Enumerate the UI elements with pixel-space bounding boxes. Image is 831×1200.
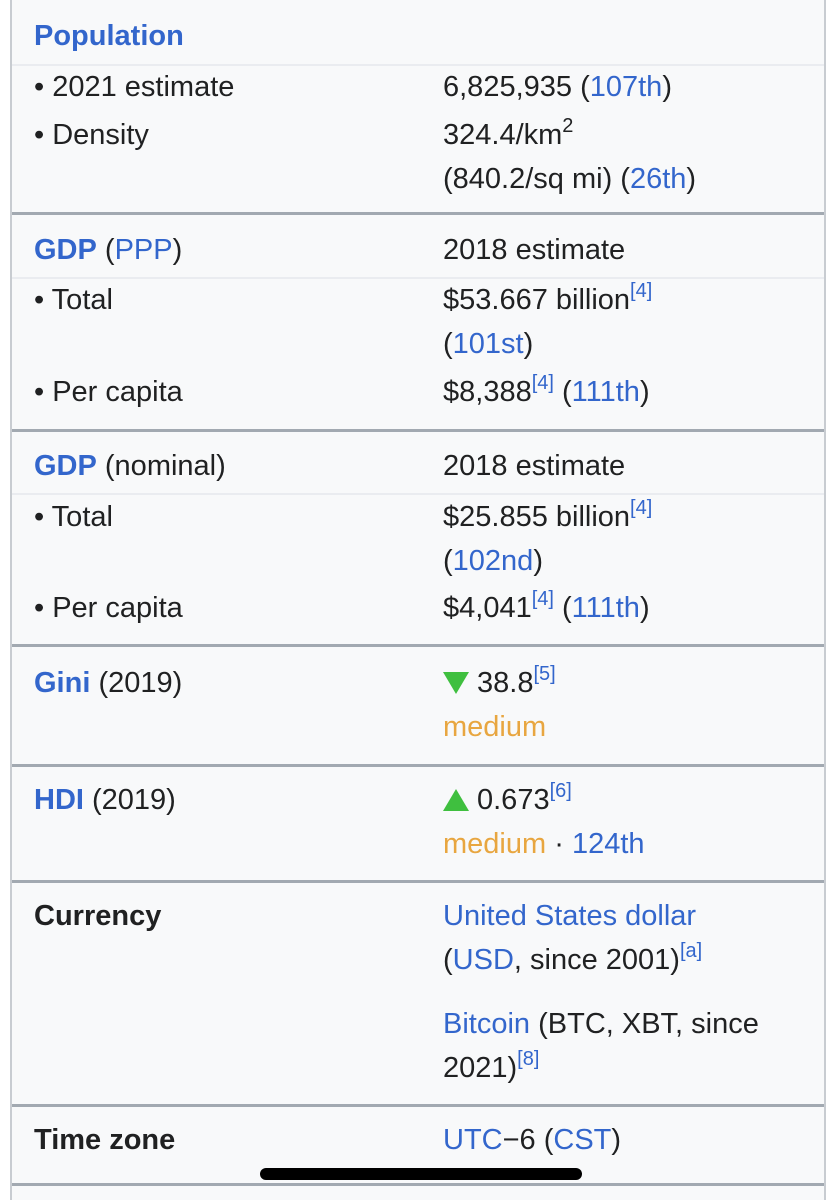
link[interactable]: 111th: [571, 376, 640, 408]
text: ): [172, 234, 183, 266]
divider: [12, 764, 824, 767]
link[interactable]: Bitcoin: [443, 1008, 531, 1040]
text: ): [523, 328, 534, 360]
divider: [12, 1104, 824, 1107]
section-title: GDP (PPP): [34, 228, 182, 272]
link[interactable]: 26th: [629, 163, 687, 195]
rating: medium: [443, 828, 547, 860]
text: 38.8: [477, 667, 534, 699]
link[interactable]: 102nd: [452, 545, 534, 577]
row-value: UTC−6 (CST): [443, 1118, 813, 1162]
row-label: Time zone: [34, 1124, 176, 1156]
text: ): [639, 376, 650, 408]
link[interactable]: UTC: [443, 1124, 503, 1156]
divider: [12, 1183, 824, 1186]
row-label: • Total: [34, 501, 113, 533]
text: 6,825,935 (: [443, 71, 590, 103]
text: ): [686, 163, 697, 195]
text: 324.4/km: [443, 119, 563, 151]
text: ): [639, 592, 650, 624]
infobox: Population • 2021 estimate 6,825,935 (10…: [10, 0, 826, 1200]
text: ): [662, 71, 672, 103]
text: (: [443, 545, 453, 577]
text: $4,041: [443, 592, 532, 624]
reference[interactable]: [8]: [517, 1048, 540, 1070]
link[interactable]: USD: [452, 944, 514, 976]
decrease-icon: [443, 672, 469, 694]
row-label: Gini (2019): [34, 661, 182, 705]
text: (BTC, XBT, since 2021): [443, 1008, 759, 1084]
reference[interactable]: [5]: [533, 663, 556, 685]
reference[interactable]: [a]: [679, 940, 703, 962]
text: (840.2/sq mi) (: [443, 163, 630, 195]
divider: [12, 277, 824, 279]
row-value: $53.667 billion[4] (101st): [443, 278, 813, 366]
home-indicator[interactable]: [260, 1168, 582, 1180]
row-value: $4,041[4] (111th): [443, 586, 813, 630]
row-label: • Per capita: [34, 376, 183, 408]
row-value: $25.855 billion[4] (102nd): [443, 495, 813, 583]
row-value: United States dollar (USD, since 2001)[a]…: [443, 894, 813, 1090]
text: (nominal): [96, 450, 226, 482]
text: ): [611, 1124, 622, 1156]
rating: medium: [443, 711, 547, 743]
text: (: [553, 592, 572, 624]
row-label: • Density: [34, 119, 149, 151]
row-label: • 2021 estimate: [34, 71, 235, 103]
row-value: 2018 estimate: [443, 450, 626, 482]
reference[interactable]: [4]: [630, 280, 653, 302]
divider: [12, 429, 824, 432]
divider: [12, 880, 824, 883]
link[interactable]: 111th: [571, 592, 640, 624]
row-value: 6,825,935 (107th): [443, 65, 813, 109]
text: (: [443, 944, 453, 976]
row-value: 324.4/km2 (840.2/sq mi) (26th): [443, 113, 813, 201]
link[interactable]: GDP: [34, 450, 97, 482]
link[interactable]: CST: [553, 1124, 612, 1156]
link[interactable]: Gini: [34, 667, 91, 699]
row-label: Currency: [34, 900, 162, 932]
text: (: [443, 328, 453, 360]
divider: [12, 644, 824, 647]
text: ): [533, 545, 543, 577]
divider: [12, 212, 824, 215]
row-value: $8,388[4] (111th): [443, 370, 813, 414]
text: 0.673: [477, 784, 550, 816]
text: $25.855 billion: [443, 501, 631, 533]
row-label: • Total: [34, 284, 113, 316]
link[interactable]: 124th: [571, 828, 645, 860]
row-value: 2018 estimate: [443, 234, 626, 266]
row-value: 0.673[6] medium · 124th: [443, 778, 813, 866]
text: , since 2001): [513, 944, 680, 976]
divider: [12, 493, 824, 495]
link[interactable]: 107th: [589, 71, 663, 103]
text: (: [96, 234, 115, 266]
link[interactable]: 101st: [452, 328, 524, 360]
text: (2019): [90, 667, 183, 699]
section-title: GDP (nominal): [34, 444, 226, 488]
row-label: • Per capita: [34, 592, 183, 624]
divider: [12, 64, 824, 66]
text: $53.667 billion: [443, 284, 631, 316]
reference[interactable]: [4]: [531, 588, 554, 610]
reference[interactable]: [4]: [531, 372, 554, 394]
row-value: 38.8[5] medium: [443, 661, 813, 749]
text: (2019): [83, 784, 176, 816]
link[interactable]: United States dollar: [443, 900, 697, 932]
reference[interactable]: [4]: [630, 497, 653, 519]
text: $8,388: [443, 376, 532, 408]
text: (: [553, 376, 572, 408]
section-title[interactable]: Population: [34, 20, 184, 52]
link[interactable]: PPP: [114, 234, 173, 266]
link[interactable]: HDI: [34, 784, 84, 816]
row-label: HDI (2019): [34, 778, 176, 822]
text: ·: [546, 828, 572, 860]
link[interactable]: GDP: [34, 234, 97, 266]
superscript: 2: [562, 115, 574, 137]
text: −6 (: [502, 1124, 554, 1156]
reference[interactable]: [6]: [549, 780, 572, 802]
increase-icon: [443, 789, 469, 811]
